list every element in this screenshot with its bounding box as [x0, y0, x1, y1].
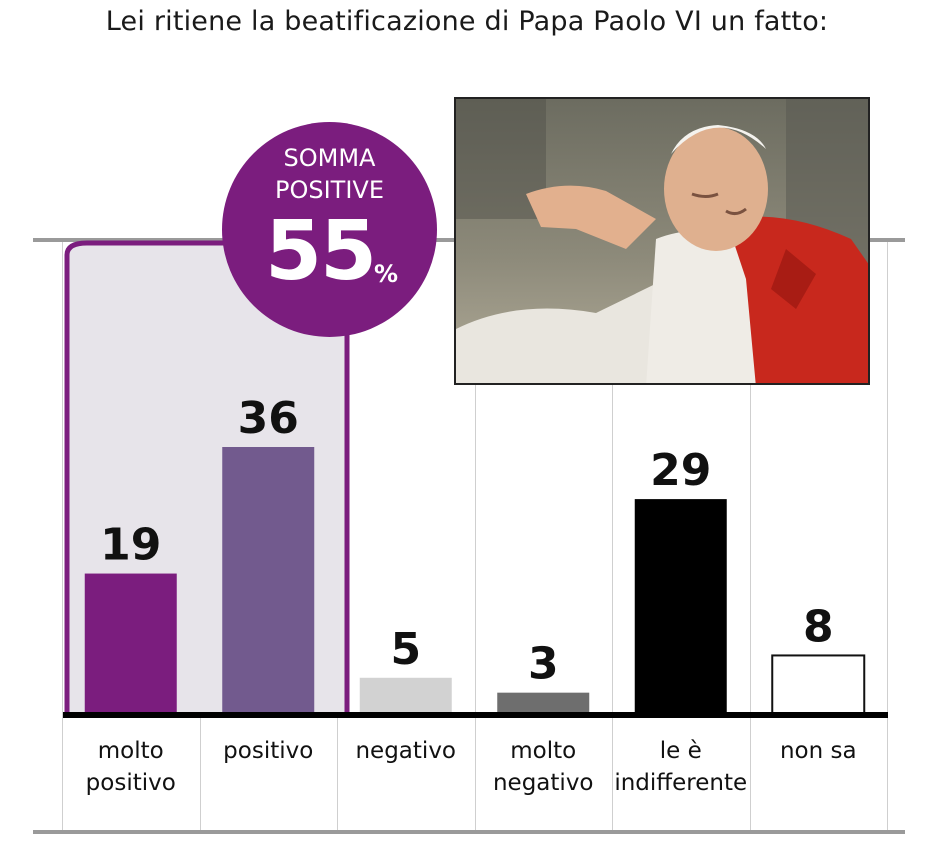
value-label-0: 19 — [100, 520, 161, 571]
bar-4 — [634, 499, 727, 715]
value-label-1: 36 — [238, 393, 299, 444]
category-label-4-0: le è — [660, 738, 702, 764]
category-label-3-0: molto — [510, 738, 576, 764]
bar-3 — [497, 692, 590, 715]
category-label-0-0: molto — [98, 738, 164, 764]
category-label-3-1: negativo — [493, 770, 594, 796]
percent-sign: % — [374, 260, 399, 288]
chart-title: Lei ritiene la beatificazione di Papa Pa… — [105, 6, 829, 37]
positive-label: POSITIVE — [275, 176, 384, 204]
value-label-3: 3 — [528, 639, 559, 690]
bar-1 — [222, 447, 315, 715]
value-label-2: 5 — [390, 624, 421, 675]
category-label-5-0: non sa — [780, 738, 857, 764]
bar-2 — [359, 677, 452, 715]
category-label-4-1: indifferente — [614, 770, 747, 796]
somma-value: 55 — [265, 204, 377, 299]
bar-0 — [84, 573, 177, 715]
category-label-0-1: positivo — [86, 770, 176, 796]
bar-5 — [771, 654, 866, 717]
category-label-1-0: positivo — [223, 738, 313, 764]
category-label-2-0: negativo — [355, 738, 456, 764]
value-label-5: 8 — [803, 601, 834, 652]
value-label-4: 29 — [650, 445, 711, 496]
pope-paul-vi-photo — [454, 97, 870, 385]
somma-label: SOMMA — [283, 144, 376, 172]
somma-positive-badge: SOMMA POSITIVE 55 % — [222, 122, 437, 337]
